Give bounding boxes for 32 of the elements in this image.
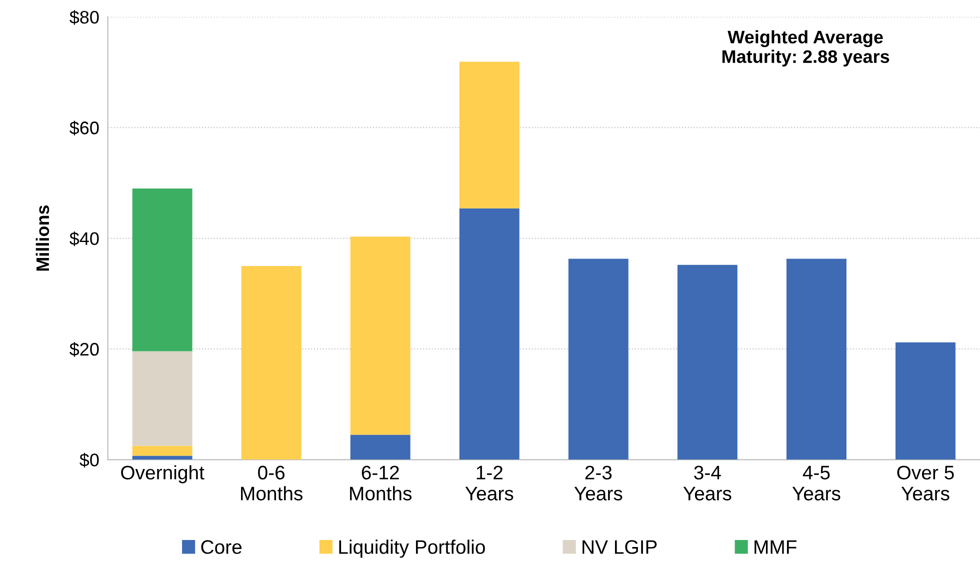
bar [350, 236, 410, 435]
bar [132, 456, 192, 460]
legend-label: MMF [754, 540, 796, 554]
y-axis-title: Millions [36, 205, 50, 271]
x-tick-label: 0-6 Months [241, 466, 303, 500]
bar [459, 208, 520, 460]
x-tick-label: 2-3 Years [574, 466, 622, 500]
y-tick-label: $20 [70, 342, 99, 357]
x-tick-label: Over 5 Years [897, 466, 954, 500]
bar [350, 434, 410, 460]
legend-label: Liquidity Portfolio [339, 540, 485, 558]
bar [241, 266, 302, 460]
x-tick-label: 4-5 Years [792, 466, 840, 500]
bar [677, 264, 738, 460]
legend-label: NV LGIP [582, 540, 657, 554]
bar [568, 258, 628, 460]
x-tick-label: 6-12 Months [350, 466, 412, 500]
x-tick-label: 1-2 Years [465, 466, 514, 500]
x-tick-label: 3-4 Years [683, 466, 732, 500]
bar [896, 342, 956, 460]
y-tick-label: $60 [70, 120, 99, 136]
annotation: Weighted Average Maturity: 2.88 years [722, 30, 890, 67]
bar [459, 62, 520, 208]
y-tick-label: $40 [70, 231, 99, 246]
bar [786, 258, 846, 460]
bar [132, 351, 192, 446]
x-tick-label: Overnight [121, 465, 204, 484]
legend-label: Core [201, 540, 242, 554]
y-tick-label: $0 [80, 452, 99, 468]
bar [132, 188, 192, 352]
y-tick-label: $80 [70, 10, 99, 25]
bar [132, 446, 192, 456]
